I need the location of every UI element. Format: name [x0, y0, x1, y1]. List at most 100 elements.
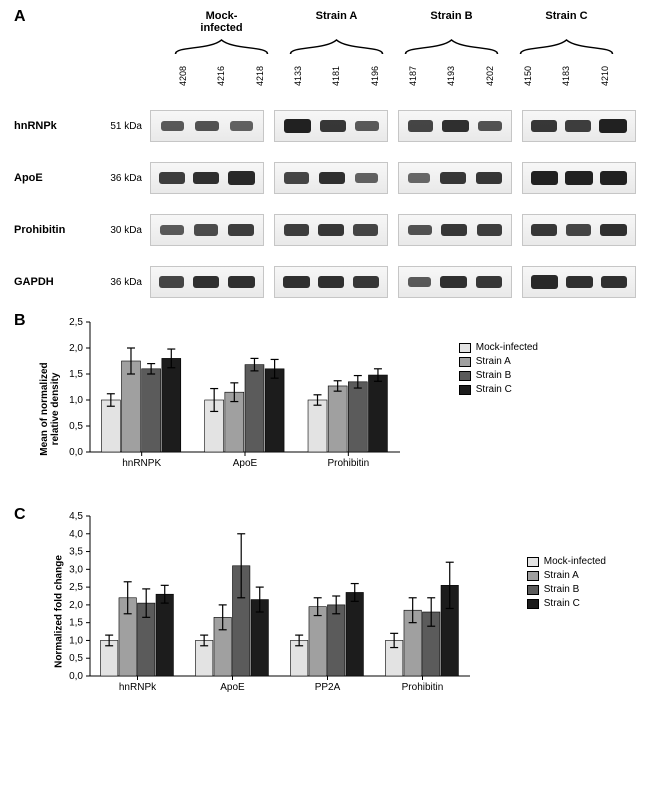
svg-text:ApoE: ApoE	[233, 458, 258, 469]
panel-b-label: B	[14, 312, 26, 330]
molecular-weight: 30 kDa	[90, 225, 150, 236]
svg-text:4,5: 4,5	[69, 511, 83, 522]
blot-band	[159, 276, 184, 288]
blot-strip	[150, 266, 636, 298]
blot-band	[284, 224, 310, 236]
svg-text:1,0: 1,0	[69, 635, 83, 646]
blot-strip-group	[398, 162, 512, 194]
legend-item: Mock-infected	[527, 556, 606, 567]
blot-band	[228, 171, 255, 184]
panel-c-legend: Mock-infected Strain A Strain B Strain C	[527, 556, 606, 612]
blot-strip-group	[522, 266, 636, 298]
legend-label: Strain B	[476, 370, 512, 381]
svg-text:0,5: 0,5	[69, 653, 83, 664]
svg-text:2,0: 2,0	[69, 343, 83, 354]
blot-band	[193, 276, 220, 289]
blot-band	[319, 172, 346, 185]
blot-band	[353, 276, 379, 288]
lane-label: 4181	[317, 56, 355, 96]
blot-band	[408, 277, 432, 287]
blot-band	[600, 171, 628, 185]
blot-band	[478, 121, 502, 132]
svg-text:2,5: 2,5	[69, 317, 83, 328]
blot-row: GAPDH36 kDa	[14, 260, 636, 304]
svg-text:3,0: 3,0	[69, 564, 83, 575]
panel-c-label: C	[14, 506, 26, 524]
lane-group: 418741934202	[394, 56, 509, 96]
group-header: Strain A	[279, 10, 394, 34]
blot-band	[159, 172, 185, 184]
blot-band	[531, 171, 559, 185]
blot-band	[566, 276, 593, 289]
panel-b-svg: 0,00,51,01,52,02,5hnRNPKApoEProhibitin	[34, 312, 514, 482]
svg-text:ApoE: ApoE	[220, 682, 245, 693]
blot-band	[440, 172, 466, 184]
lane-group: 413341814196	[279, 56, 394, 96]
molecular-weight: 36 kDa	[90, 173, 150, 184]
blot-strip-group	[522, 110, 636, 142]
lane-label: 4208	[164, 56, 202, 96]
group-header: Mock-infected	[164, 10, 279, 34]
blot-band	[283, 276, 310, 289]
blot-strip-group	[274, 162, 388, 194]
blot-band	[408, 173, 431, 183]
lane-group: 415041834210	[509, 56, 624, 96]
blot-band	[284, 172, 309, 184]
blot-band	[442, 120, 469, 133]
blot-band	[600, 224, 627, 237]
lane-label: 4210	[586, 56, 624, 96]
legend-label: Strain B	[544, 584, 580, 595]
legend-item: Strain B	[527, 584, 606, 595]
blot-strip	[150, 110, 636, 142]
protein-name: hnRNPk	[14, 120, 90, 132]
blot-strip-group	[522, 214, 636, 246]
lane-label: 4196	[356, 56, 394, 96]
blot-band	[476, 276, 502, 288]
blot-band	[284, 119, 312, 133]
blot-band	[531, 120, 557, 132]
blot-band	[441, 224, 467, 236]
legend-swatch	[459, 357, 471, 367]
blot-band	[193, 172, 220, 185]
blot-strip-group	[522, 162, 636, 194]
svg-text:PP2A: PP2A	[315, 682, 341, 693]
legend-label: Strain A	[476, 356, 511, 367]
legend-label: Strain A	[544, 570, 579, 581]
panel-b-legend: Mock-infectedStrain AStrain BStrain C	[459, 342, 538, 398]
lane-label: 4133	[279, 56, 317, 96]
svg-text:Prohibitin: Prohibitin	[327, 458, 369, 469]
blot-strip-group	[274, 214, 388, 246]
blot-band	[353, 224, 378, 236]
legend-label: Mock-infected	[544, 556, 606, 567]
lane-label: 4202	[471, 56, 509, 96]
panel-b-chart: B Mean of normalizedrelative density 0,0…	[14, 312, 636, 502]
blot-band	[194, 224, 219, 235]
blot-band	[318, 224, 344, 236]
blot-band	[440, 276, 467, 289]
blot-strip-group	[150, 266, 264, 298]
blot-strip	[150, 214, 636, 246]
legend-swatch	[459, 371, 471, 381]
blot-band	[228, 224, 254, 236]
svg-text:Prohibitin: Prohibitin	[402, 682, 444, 693]
blot-band	[565, 120, 591, 132]
svg-text:0,0: 0,0	[69, 447, 83, 458]
svg-text:hnRNPK: hnRNPK	[122, 458, 161, 469]
blot-band	[228, 276, 255, 289]
protein-name: Prohibitin	[14, 224, 90, 236]
blot-lane-labels: 4208421642184133418141964187419342024150…	[164, 56, 624, 96]
legend-label: Mock-infected	[476, 342, 538, 353]
svg-text:1,0: 1,0	[69, 395, 83, 406]
blot-band	[160, 225, 184, 235]
svg-text:4,0: 4,0	[69, 529, 83, 540]
legend-swatch	[459, 385, 471, 395]
svg-text:0,5: 0,5	[69, 421, 83, 432]
legend-item: Strain C	[527, 598, 606, 609]
blot-band	[476, 172, 502, 184]
blot-band	[355, 121, 379, 131]
lane-label: 4183	[547, 56, 585, 96]
brace-icon	[164, 38, 279, 56]
brace-icon	[279, 38, 394, 56]
blot-group-headers: Mock-infectedStrain AStrain BStrain C	[164, 10, 624, 34]
blot-band	[230, 121, 253, 131]
